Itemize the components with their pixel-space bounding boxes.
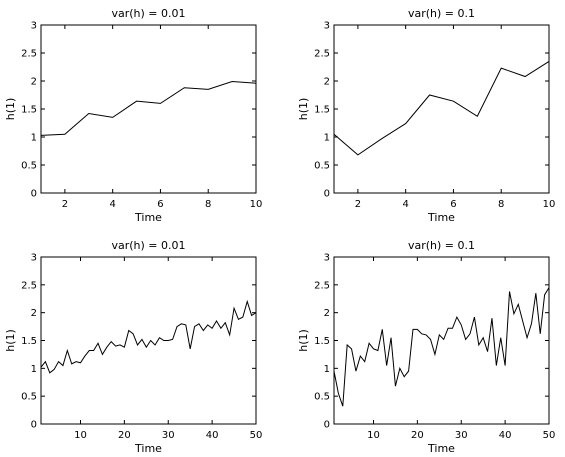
x-tick-label: 6 [450, 199, 456, 210]
chart-panel-3: 0 0.5 1 1.5 2 2.5 3 10 20 30 40 50 var(h) = 0.01 Time… [4, 239, 262, 455]
y-axis-label: h(1) [4, 329, 17, 352]
chart-title: var(h) = 0.01 [111, 239, 185, 252]
y-tick-label: 0.5 [21, 161, 37, 172]
y-tick-label: 3 [31, 253, 37, 264]
y-tick-label: 1 [31, 133, 37, 144]
y-axis-label: h(1) [4, 98, 17, 121]
x-tick-label: 40 [206, 430, 219, 441]
y-tick-label: 1 [31, 364, 37, 375]
x-axis-label: Time [427, 442, 455, 455]
chart-panel-2: 0 0.5 1 1.5 2 2.5 3 2 4 6 8 10 var(h) = 0.1 Time h(1) [297, 7, 555, 224]
series-line [333, 287, 550, 407]
x-tick-label: 2 [62, 199, 68, 210]
series-line [40, 299, 257, 374]
y-tick-label: 1.5 [314, 336, 330, 347]
y-tick-label: 1 [324, 133, 330, 144]
x-axis-label: Time [134, 211, 162, 224]
y-axis-label: h(1) [297, 98, 310, 121]
y-tick-label: 0 [31, 189, 37, 200]
y-tick-label: 0 [324, 420, 330, 431]
y-tick-label: 0.5 [21, 392, 37, 403]
y-tick-label: 2.5 [21, 49, 37, 60]
plot-frame [333, 256, 550, 425]
x-axis-label: Time [427, 211, 455, 224]
y-tick-label: 3 [31, 21, 37, 32]
plot-frame [40, 256, 257, 425]
x-tick-label: 10 [74, 430, 87, 441]
x-tick-label: 2 [355, 199, 361, 210]
y-tick-label: 2.5 [314, 280, 330, 291]
chart-title: var(h) = 0.1 [408, 239, 475, 252]
y-tick-label: 0.5 [314, 392, 330, 403]
x-tick-label: 20 [411, 430, 424, 441]
series-line [40, 81, 257, 136]
y-tick-label: 1.5 [314, 105, 330, 116]
plot-frame [333, 24, 550, 194]
y-tick-label: 1.5 [21, 336, 37, 347]
x-tick-label: 6 [157, 199, 163, 210]
y-axis-label: h(1) [297, 329, 310, 352]
y-tick-label: 0 [324, 189, 330, 200]
y-tick-label: 1.5 [21, 105, 37, 116]
x-tick-label: 10 [543, 199, 556, 210]
y-tick-label: 2 [324, 308, 330, 319]
x-tick-label: 50 [250, 430, 263, 441]
x-tick-label: 30 [162, 430, 175, 441]
x-tick-label: 8 [205, 199, 211, 210]
x-tick-label: 40 [499, 430, 512, 441]
chart-title: var(h) = 0.1 [408, 7, 475, 20]
y-tick-label: 3 [324, 21, 330, 32]
y-tick-label: 2.5 [21, 280, 37, 291]
x-tick-label: 20 [118, 430, 131, 441]
x-tick-label: 8 [498, 199, 504, 210]
x-tick-label: 10 [367, 430, 380, 441]
plot-frame [40, 24, 257, 194]
y-tick-label: 0 [31, 420, 37, 431]
x-tick-label: 30 [455, 430, 468, 441]
y-tick-label: 3 [324, 253, 330, 264]
x-tick-label: 4 [402, 199, 408, 210]
x-tick-label: 10 [250, 199, 263, 210]
x-tick-label: 4 [109, 199, 115, 210]
y-tick-label: 2 [324, 77, 330, 88]
y-tick-label: 2 [31, 308, 37, 319]
x-axis-label: Time [134, 442, 162, 455]
x-tick-label: 50 [543, 430, 556, 441]
chart-panel-4: 0 0.5 1 1.5 2 2.5 3 10 20 30 40 50 var(h) = 0.1 Time h… [297, 239, 555, 455]
chart-panel-1: 0 0.5 1 1.5 2 2.5 3 2 4 6 8 10 var(h) = 0.01 Time h(1) [4, 7, 262, 224]
y-tick-label: 2.5 [314, 49, 330, 60]
y-tick-label: 2 [31, 77, 37, 88]
chart-title: var(h) = 0.01 [111, 7, 185, 20]
y-tick-label: 0.5 [314, 161, 330, 172]
y-tick-label: 1 [324, 364, 330, 375]
series-line [333, 60, 550, 156]
